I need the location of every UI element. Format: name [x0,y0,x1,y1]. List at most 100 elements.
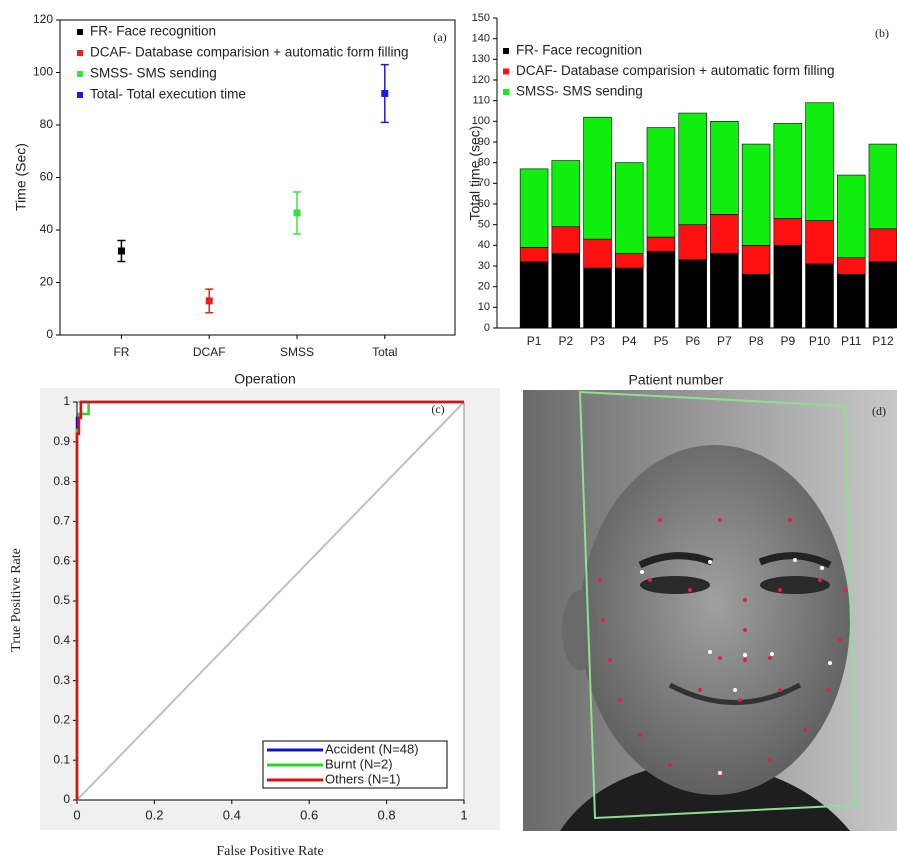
y-tick-label: 0 [46,327,53,341]
y-tick-label: 0 [484,322,490,334]
x-tick-label: FR [113,345,129,359]
bar-segment [741,273,771,329]
legend-label: Accident (N=48) [325,741,419,756]
x-tick-label: 0.4 [223,807,241,822]
y-tick-label: 70 [478,177,490,189]
bar-segment [646,251,676,329]
diagonal [76,401,465,801]
y-tick-label: 0 [63,792,70,806]
x-tick-label: P10 [809,334,831,348]
y-tick-label: 110 [472,95,490,107]
y-tick-label: 0.5 [53,593,70,607]
legend-label: DCAF- Database comparision + automatic f… [516,63,835,78]
x-tick-label: P6 [685,334,700,348]
x-tick-label: P12 [872,334,894,348]
bar-segment [519,261,549,329]
y-tick-label: 0.6 [53,553,70,567]
y-tick-label: 20 [478,281,490,293]
annotation: (a) [433,30,446,44]
y-tick-label: 40 [478,239,490,251]
legend-swatch [503,89,509,95]
legend-swatch [503,48,509,54]
legend-swatch [77,50,83,56]
y-tick-label: 90 [478,136,490,148]
bar-segment [741,143,771,246]
y-tick-label: 0.9 [53,434,70,448]
y-axis-label: True Positive Rate [9,548,24,652]
marker [117,247,125,255]
mouth [668,682,802,705]
y-tick-label: 80 [478,157,490,169]
bar-segment [519,247,549,263]
legend-label: SMSS- SMS sending [516,84,643,99]
y-tick-label: 0.8 [53,474,70,488]
x-axis-label: Operation [234,371,295,387]
y-tick-label: 120 [472,74,490,86]
y-tick-label: 40 [40,222,54,236]
x-tick-label: P5 [654,334,669,348]
eye [760,576,830,594]
eye [640,576,710,594]
marker [381,90,389,97]
y-tick-label: 0.3 [53,673,70,687]
y-tick-label: 140 [472,33,490,45]
bar-segment [836,273,866,329]
y-tick-label: 1 [63,394,70,408]
roc-line [75,400,464,800]
legend-label: Others (N=1) [325,771,401,786]
x-tick-label: P9 [780,334,795,348]
y-tick-label: 60 [478,198,490,210]
x-tick-label: P8 [749,334,764,348]
bar-segment [868,228,897,263]
legend-swatch [503,68,509,75]
bar-segment [551,226,581,254]
marker [293,209,301,217]
bar-segment [805,220,834,265]
x-tick-label: DCAF [193,345,226,359]
legend-swatch [77,71,83,77]
y-tick-label: 0.2 [53,713,70,727]
y-axis-label: Time (Sec) [13,143,29,211]
y-tick-label: 30 [478,260,490,272]
bar-segment [678,224,707,261]
head [580,445,850,795]
bar-segment [868,143,897,230]
legend-label: SMSS- SMS sending [90,66,217,81]
bar-segment [583,238,612,269]
y-tick-label: 50 [478,219,490,231]
bar-segment [741,245,771,275]
y-tick-label: 130 [472,53,490,65]
bar-segment [710,214,739,254]
ear [562,590,598,670]
legend-label: Burnt (N=2) [325,756,393,771]
x-tick-label: P2 [558,334,573,348]
bar-segment [646,236,676,252]
y-tick-label: 150 [472,12,490,24]
x-tick-label: P11 [841,334,862,348]
bar-segment [836,257,866,275]
legend-swatch [77,29,83,35]
bar-segment [710,253,739,329]
bar-segment [773,123,803,219]
y-tick-label: 80 [40,117,54,131]
bar-segment [773,245,803,329]
x-tick-label: 0.6 [300,807,318,822]
legend-swatch [77,92,83,98]
bar-segment [551,160,581,228]
x-tick-label: P1 [527,334,542,348]
bar-segment [646,127,676,238]
bar-segment [868,261,897,329]
bar-segment [836,174,866,259]
photo: (d) [523,390,897,831]
bar-segment [614,267,644,329]
y-tick-label: 0.7 [53,514,70,528]
legend-label: DCAF- Database comparision + automatic f… [90,45,409,60]
legend-label: Total- Total execution time [90,87,246,102]
annotation: (c) [431,402,444,416]
shirt [560,760,850,831]
eyebrows [638,552,832,569]
x-tick-label: Total [372,345,397,359]
bar-segment [614,162,644,254]
legend-label: FR- Face recognition [516,43,642,58]
